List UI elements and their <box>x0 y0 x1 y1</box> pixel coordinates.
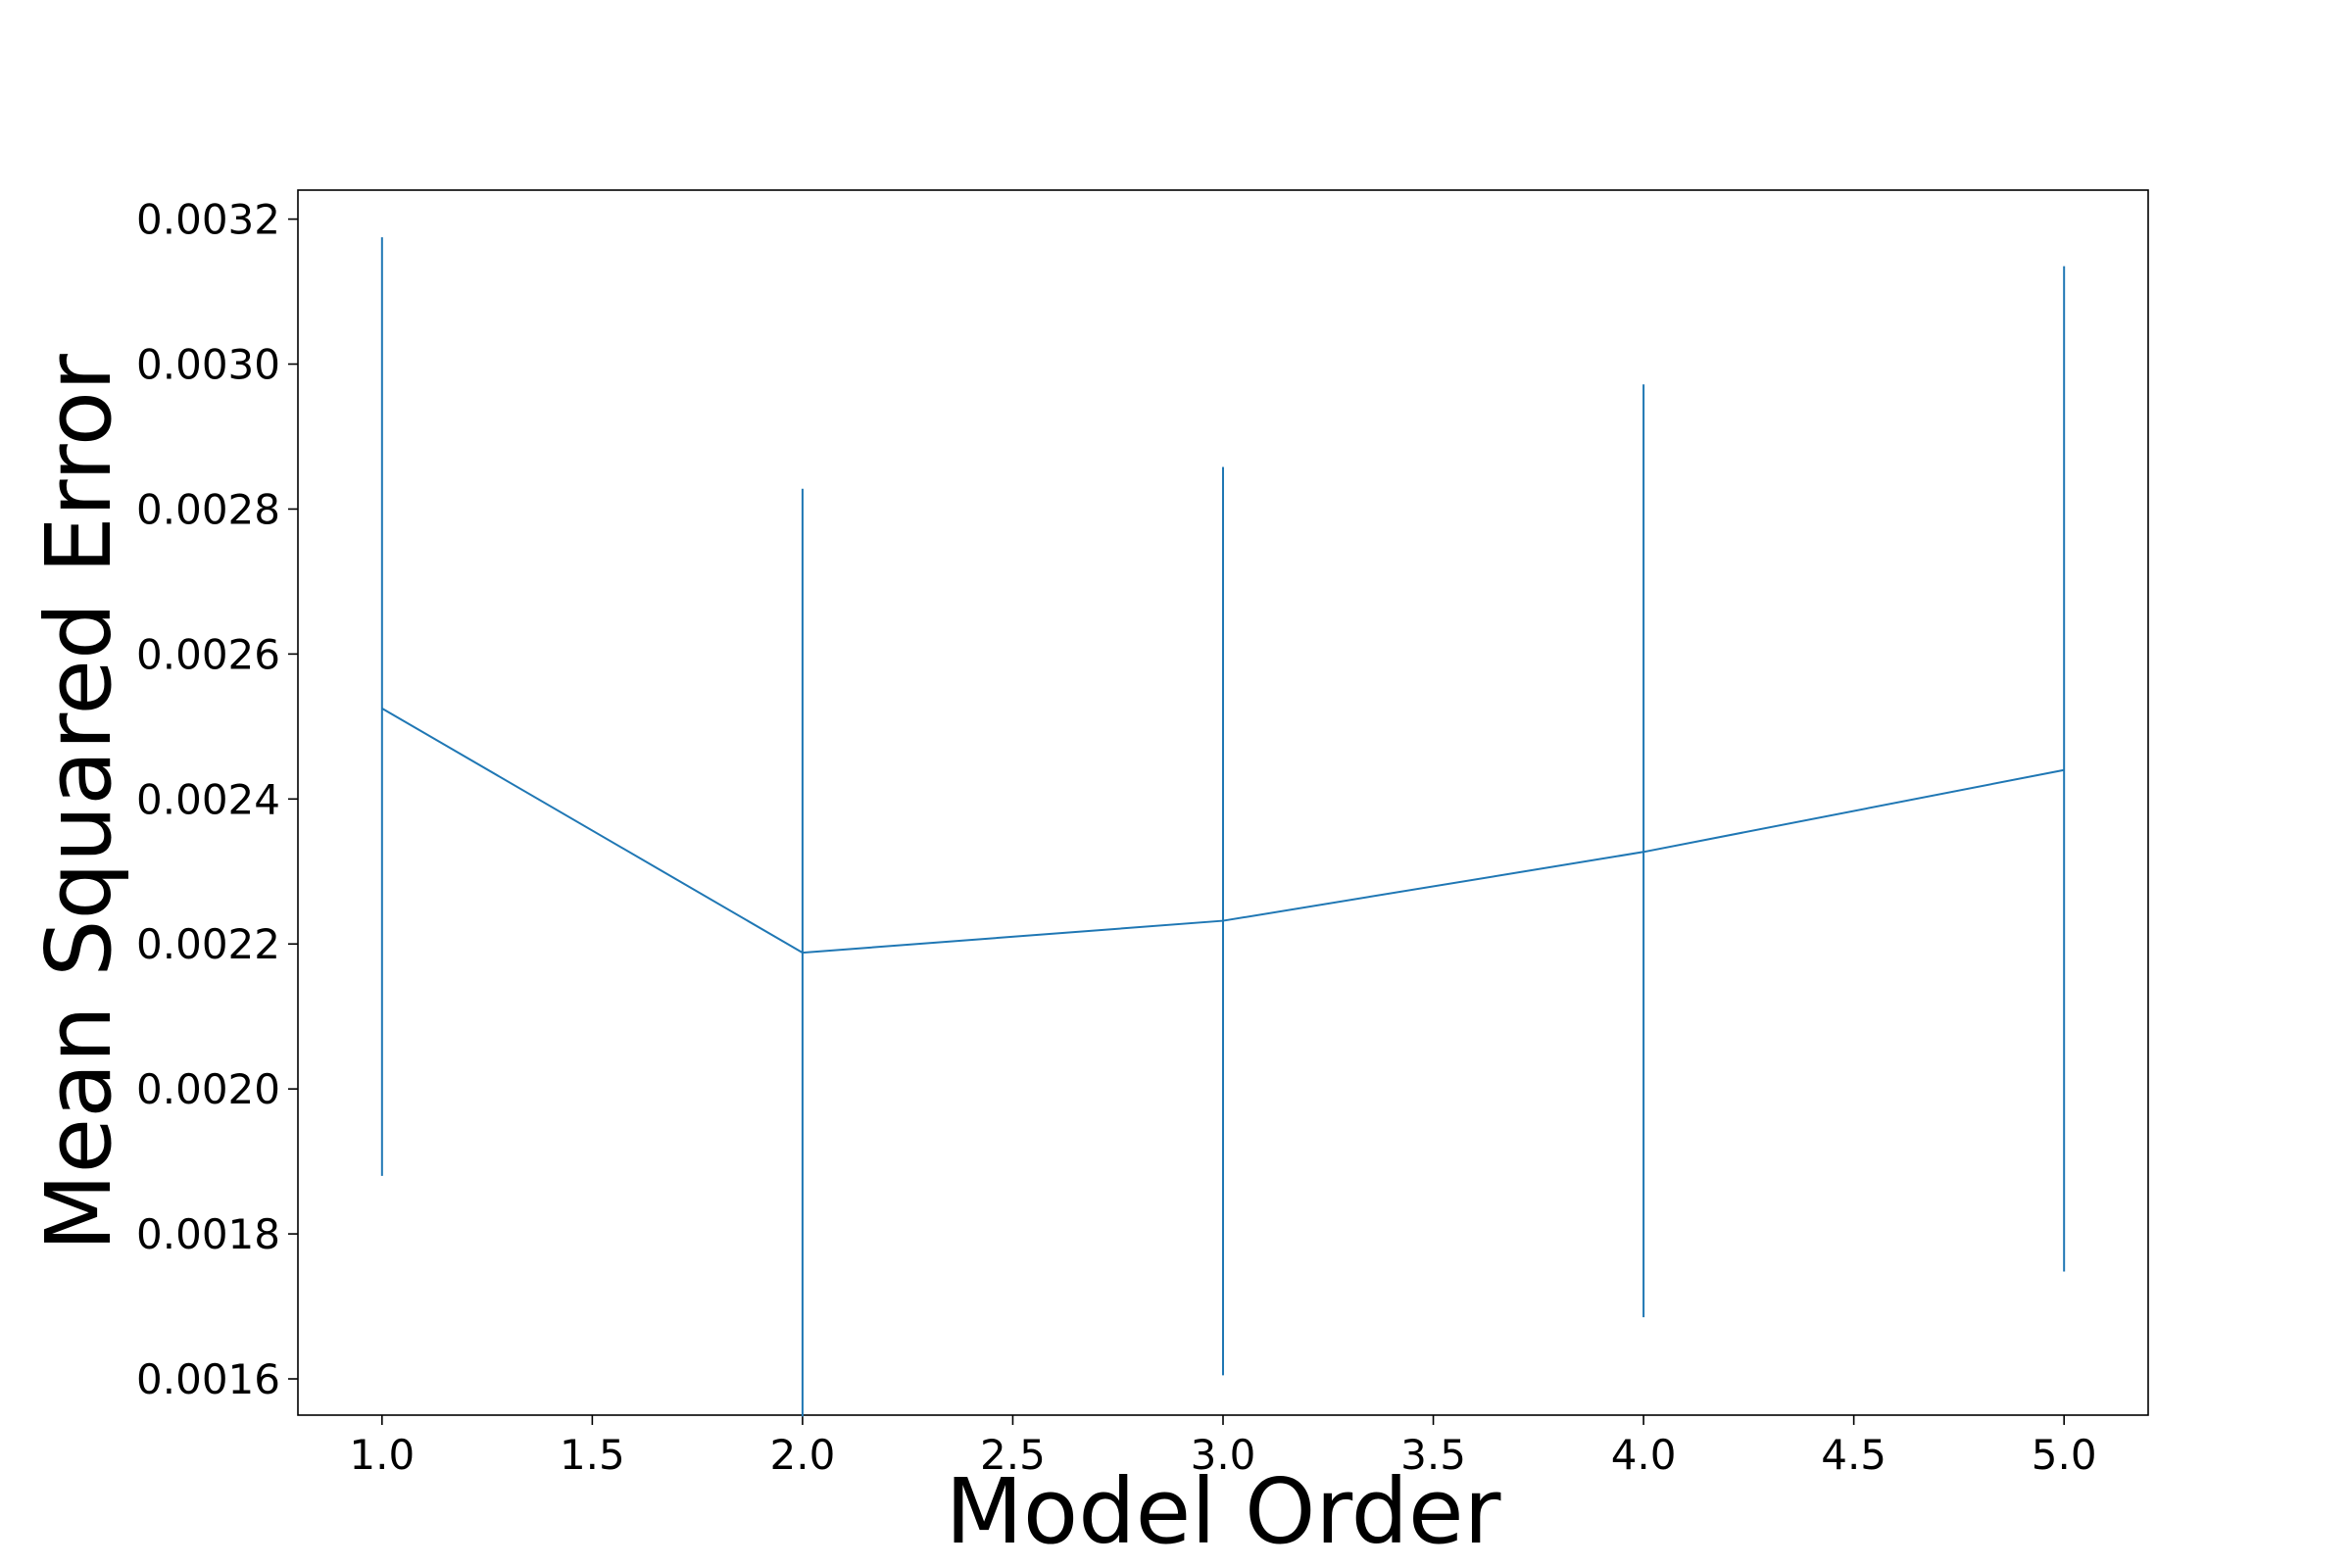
y-tick-label: 0.0022 <box>136 920 280 968</box>
y-tick-label: 0.0028 <box>136 485 280 533</box>
y-tick-label: 0.0016 <box>136 1355 280 1403</box>
y-axis-label: Mean Squared Error <box>26 354 131 1251</box>
x-tick-label: 4.0 <box>1611 1431 1677 1479</box>
x-axis-label: Model Order <box>946 1459 1501 1564</box>
y-tick-label: 0.0030 <box>136 341 280 389</box>
x-tick-label: 5.0 <box>2032 1431 2097 1479</box>
x-tick-label: 3.0 <box>1191 1431 1256 1479</box>
x-tick-label: 2.0 <box>770 1431 836 1479</box>
series-line <box>381 707 2065 955</box>
y-axis-ticks: 0.0016 0.0018 0.0020 0.0022 0.0024 0.0026 0.00… <box>136 196 298 1403</box>
y-tick-label: 0.0026 <box>136 630 280 678</box>
series-lines <box>381 707 2065 955</box>
y-tick-label: 0.0032 <box>136 196 280 244</box>
y-tick-label: 0.0020 <box>136 1065 280 1113</box>
x-tick-label: 4.5 <box>1821 1431 1886 1479</box>
x-tick-label: 1.5 <box>560 1431 625 1479</box>
x-tick-label: 3.5 <box>1400 1431 1466 1479</box>
y-tick-label: 0.0018 <box>136 1210 280 1258</box>
x-tick-label: 2.5 <box>980 1431 1046 1479</box>
x-axis-ticks: 1.0 1.5 2.0 2.5 3.0 3.5 4.0 4.5 5.0 <box>349 1415 2097 1479</box>
y-tick-label: 0.0024 <box>136 775 280 823</box>
x-tick-label: 1.0 <box>349 1431 415 1479</box>
